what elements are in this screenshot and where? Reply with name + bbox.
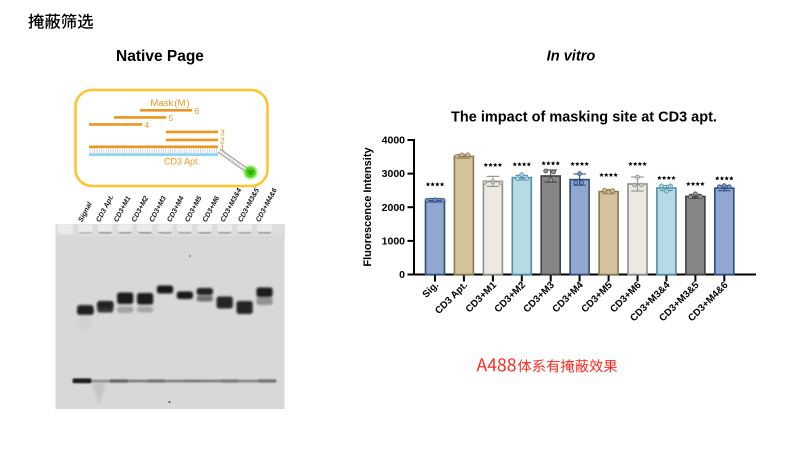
- svg-text:2: 2: [220, 135, 225, 145]
- svg-text:3000: 3000: [382, 168, 406, 180]
- svg-text:6: 6: [195, 106, 200, 116]
- svg-text:The impact of masking site at: The impact of masking site at CD3 apt.: [451, 109, 717, 125]
- svg-text:Fluorescence Intensity: Fluorescence Intensity: [362, 147, 374, 267]
- svg-text:4000: 4000: [382, 135, 406, 147]
- svg-text:488: 488: [248, 173, 253, 176]
- svg-text:In vitro: In vitro: [547, 49, 596, 65]
- svg-text:4: 4: [145, 120, 150, 130]
- svg-text:2000: 2000: [382, 202, 406, 214]
- svg-text:Native Page: Native Page: [116, 48, 204, 65]
- svg-text:CD3 Apt.: CD3 Apt.: [164, 157, 200, 167]
- svg-text:1: 1: [220, 142, 225, 152]
- svg-text:5: 5: [169, 113, 174, 123]
- svg-text:3: 3: [220, 127, 225, 137]
- svg-text:Alexa: Alexa: [247, 170, 254, 173]
- svg-text:0: 0: [399, 269, 405, 281]
- svg-text:Mask(M): Mask(M): [150, 98, 189, 109]
- svg-text:1000: 1000: [382, 236, 406, 248]
